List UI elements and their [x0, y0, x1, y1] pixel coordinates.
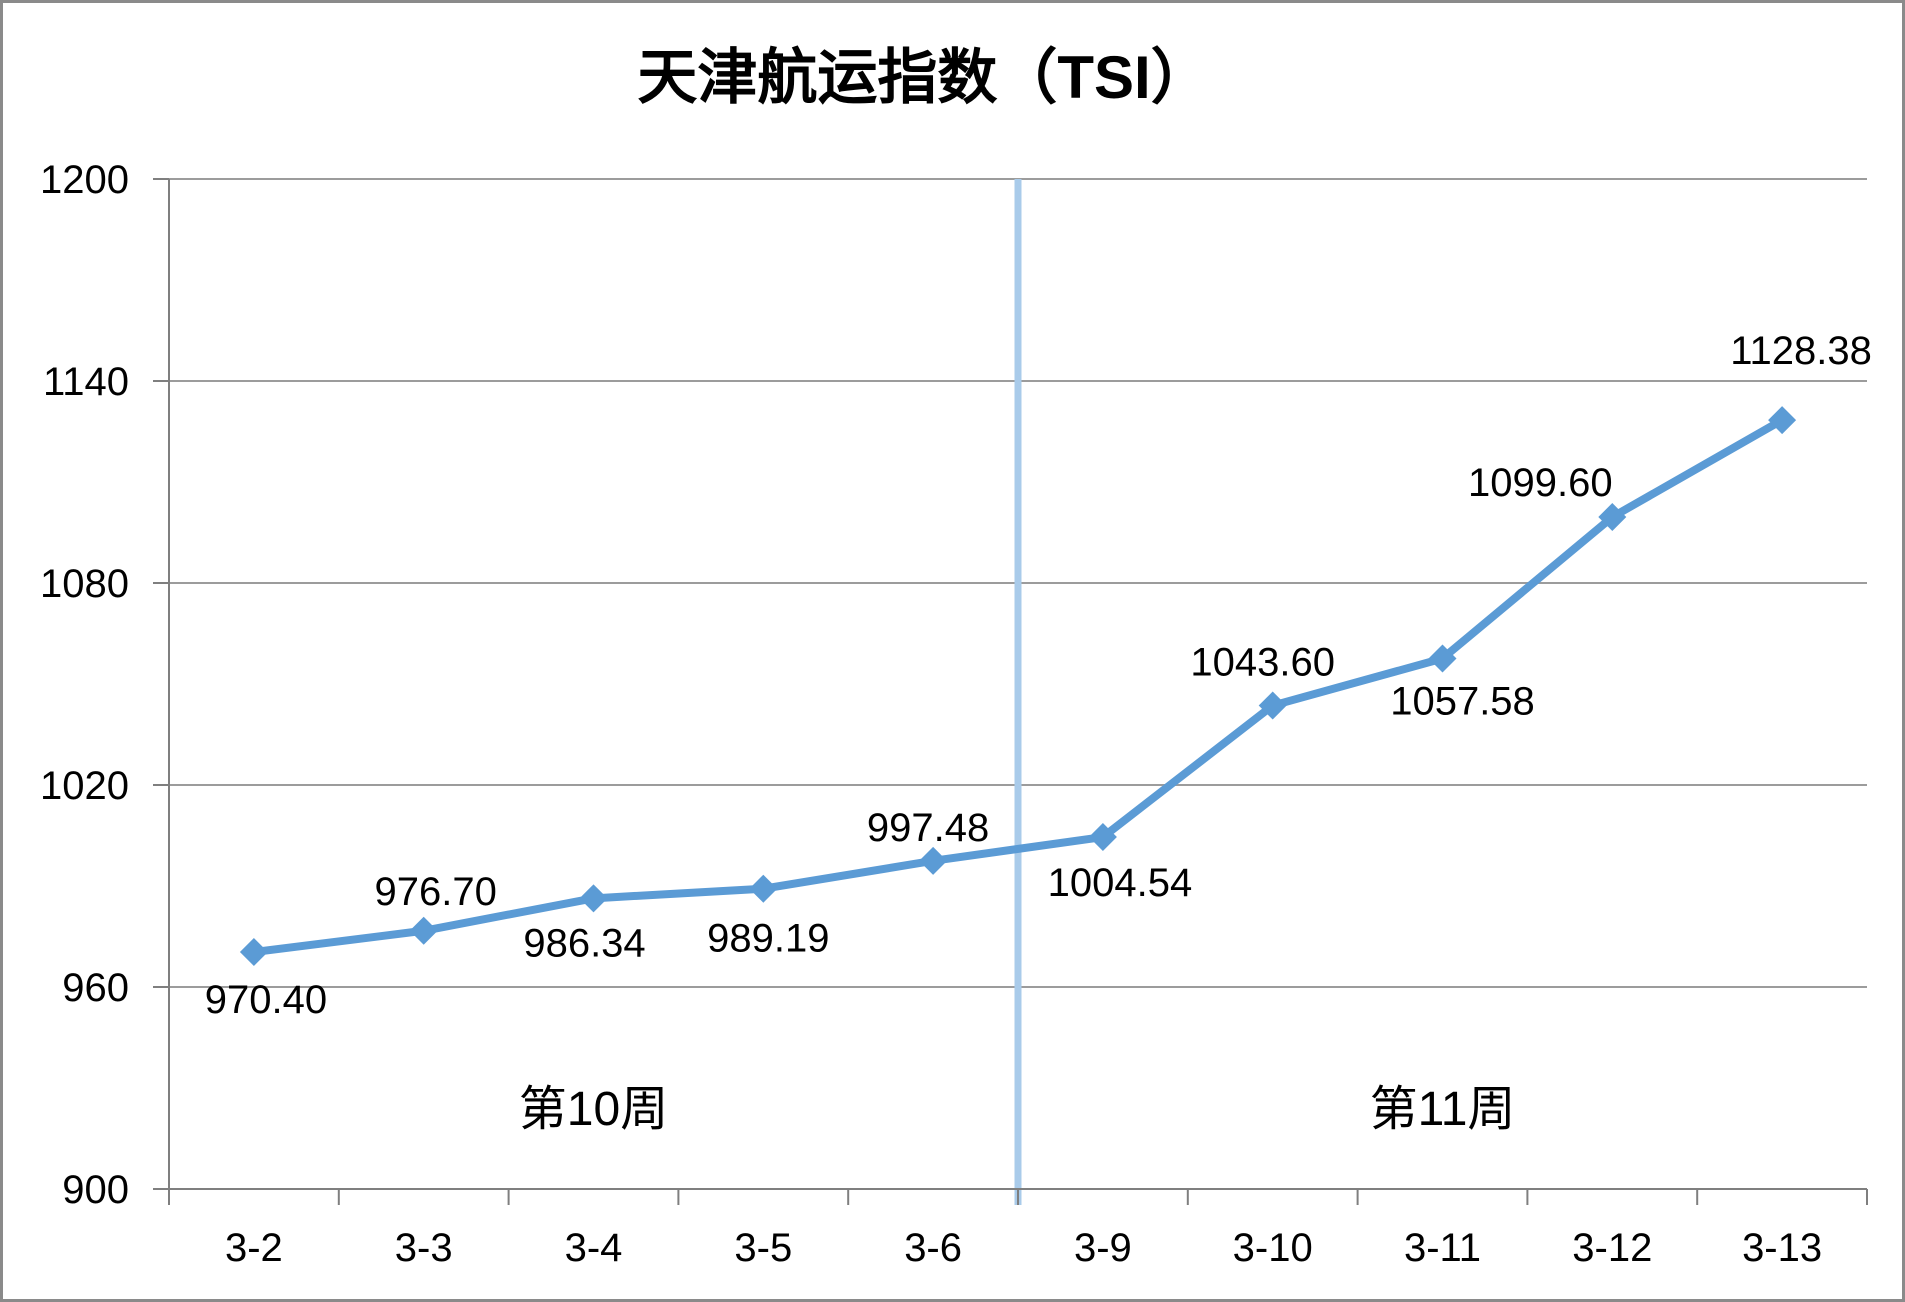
data-label: 1099.60 — [1468, 461, 1613, 505]
title-text-tsi: TSI — [1057, 44, 1151, 111]
x-tick-label: 3-4 — [565, 1226, 623, 1270]
data-label: 1128.38 — [1730, 329, 1872, 373]
x-tick-label: 3-10 — [1233, 1226, 1313, 1270]
x-tick-label: 3-2 — [225, 1226, 283, 1270]
data-label: 1004.54 — [1048, 861, 1193, 905]
y-tick-label: 1020 — [40, 764, 129, 808]
x-tick-label: 3-13 — [1742, 1226, 1822, 1270]
data-label: 970.40 — [205, 978, 327, 1022]
data-point-marker — [1768, 406, 1797, 435]
series-line — [249, 416, 1787, 956]
data-label: 976.70 — [375, 870, 497, 914]
data-label: 1057.58 — [1390, 679, 1535, 723]
week-annotation: 第10周 — [519, 1083, 668, 1136]
data-point-marker — [1258, 691, 1287, 720]
data-point-marker — [1428, 644, 1457, 673]
data-point-marker — [239, 937, 268, 966]
data-label: 997.48 — [867, 806, 989, 850]
y-tick-label: 1200 — [40, 158, 129, 202]
week-annotation: 第11周 — [1370, 1083, 1516, 1136]
data-label: 989.19 — [707, 917, 829, 961]
y-tick-label: 900 — [62, 1168, 129, 1212]
title-text-cjk: 天津航运指数（ — [637, 45, 1058, 111]
x-tick-label: 3-12 — [1572, 1226, 1652, 1270]
y-tick-label: 1080 — [40, 562, 129, 606]
x-tick-label: 3-9 — [1074, 1226, 1132, 1270]
data-point-marker — [749, 874, 778, 903]
y-tick-label: 1140 — [43, 360, 129, 404]
chart-canvas: 900 960 1020 1080 1140 1200 3-2 3-3 3-4 3-5 3-6 3-9… — [40, 158, 1872, 1270]
x-tick-label: 3-11 — [1404, 1226, 1481, 1270]
data-point-marker — [919, 846, 948, 875]
x-tick-label: 3-3 — [395, 1226, 453, 1270]
title-text-paren: ） — [1150, 45, 1211, 111]
data-point-marker — [579, 884, 608, 913]
y-tick-label: 960 — [62, 966, 129, 1010]
chart-title: 天津航运指数（TSI） — [637, 29, 1210, 116]
data-label: 986.34 — [523, 921, 645, 965]
data-label: 1043.60 — [1190, 641, 1335, 685]
data-point-marker — [1598, 503, 1627, 532]
data-point-marker — [1088, 823, 1117, 852]
x-tick-label: 3-6 — [904, 1226, 962, 1270]
x-tick-label: 3-5 — [734, 1226, 792, 1270]
data-point-marker — [409, 916, 438, 945]
